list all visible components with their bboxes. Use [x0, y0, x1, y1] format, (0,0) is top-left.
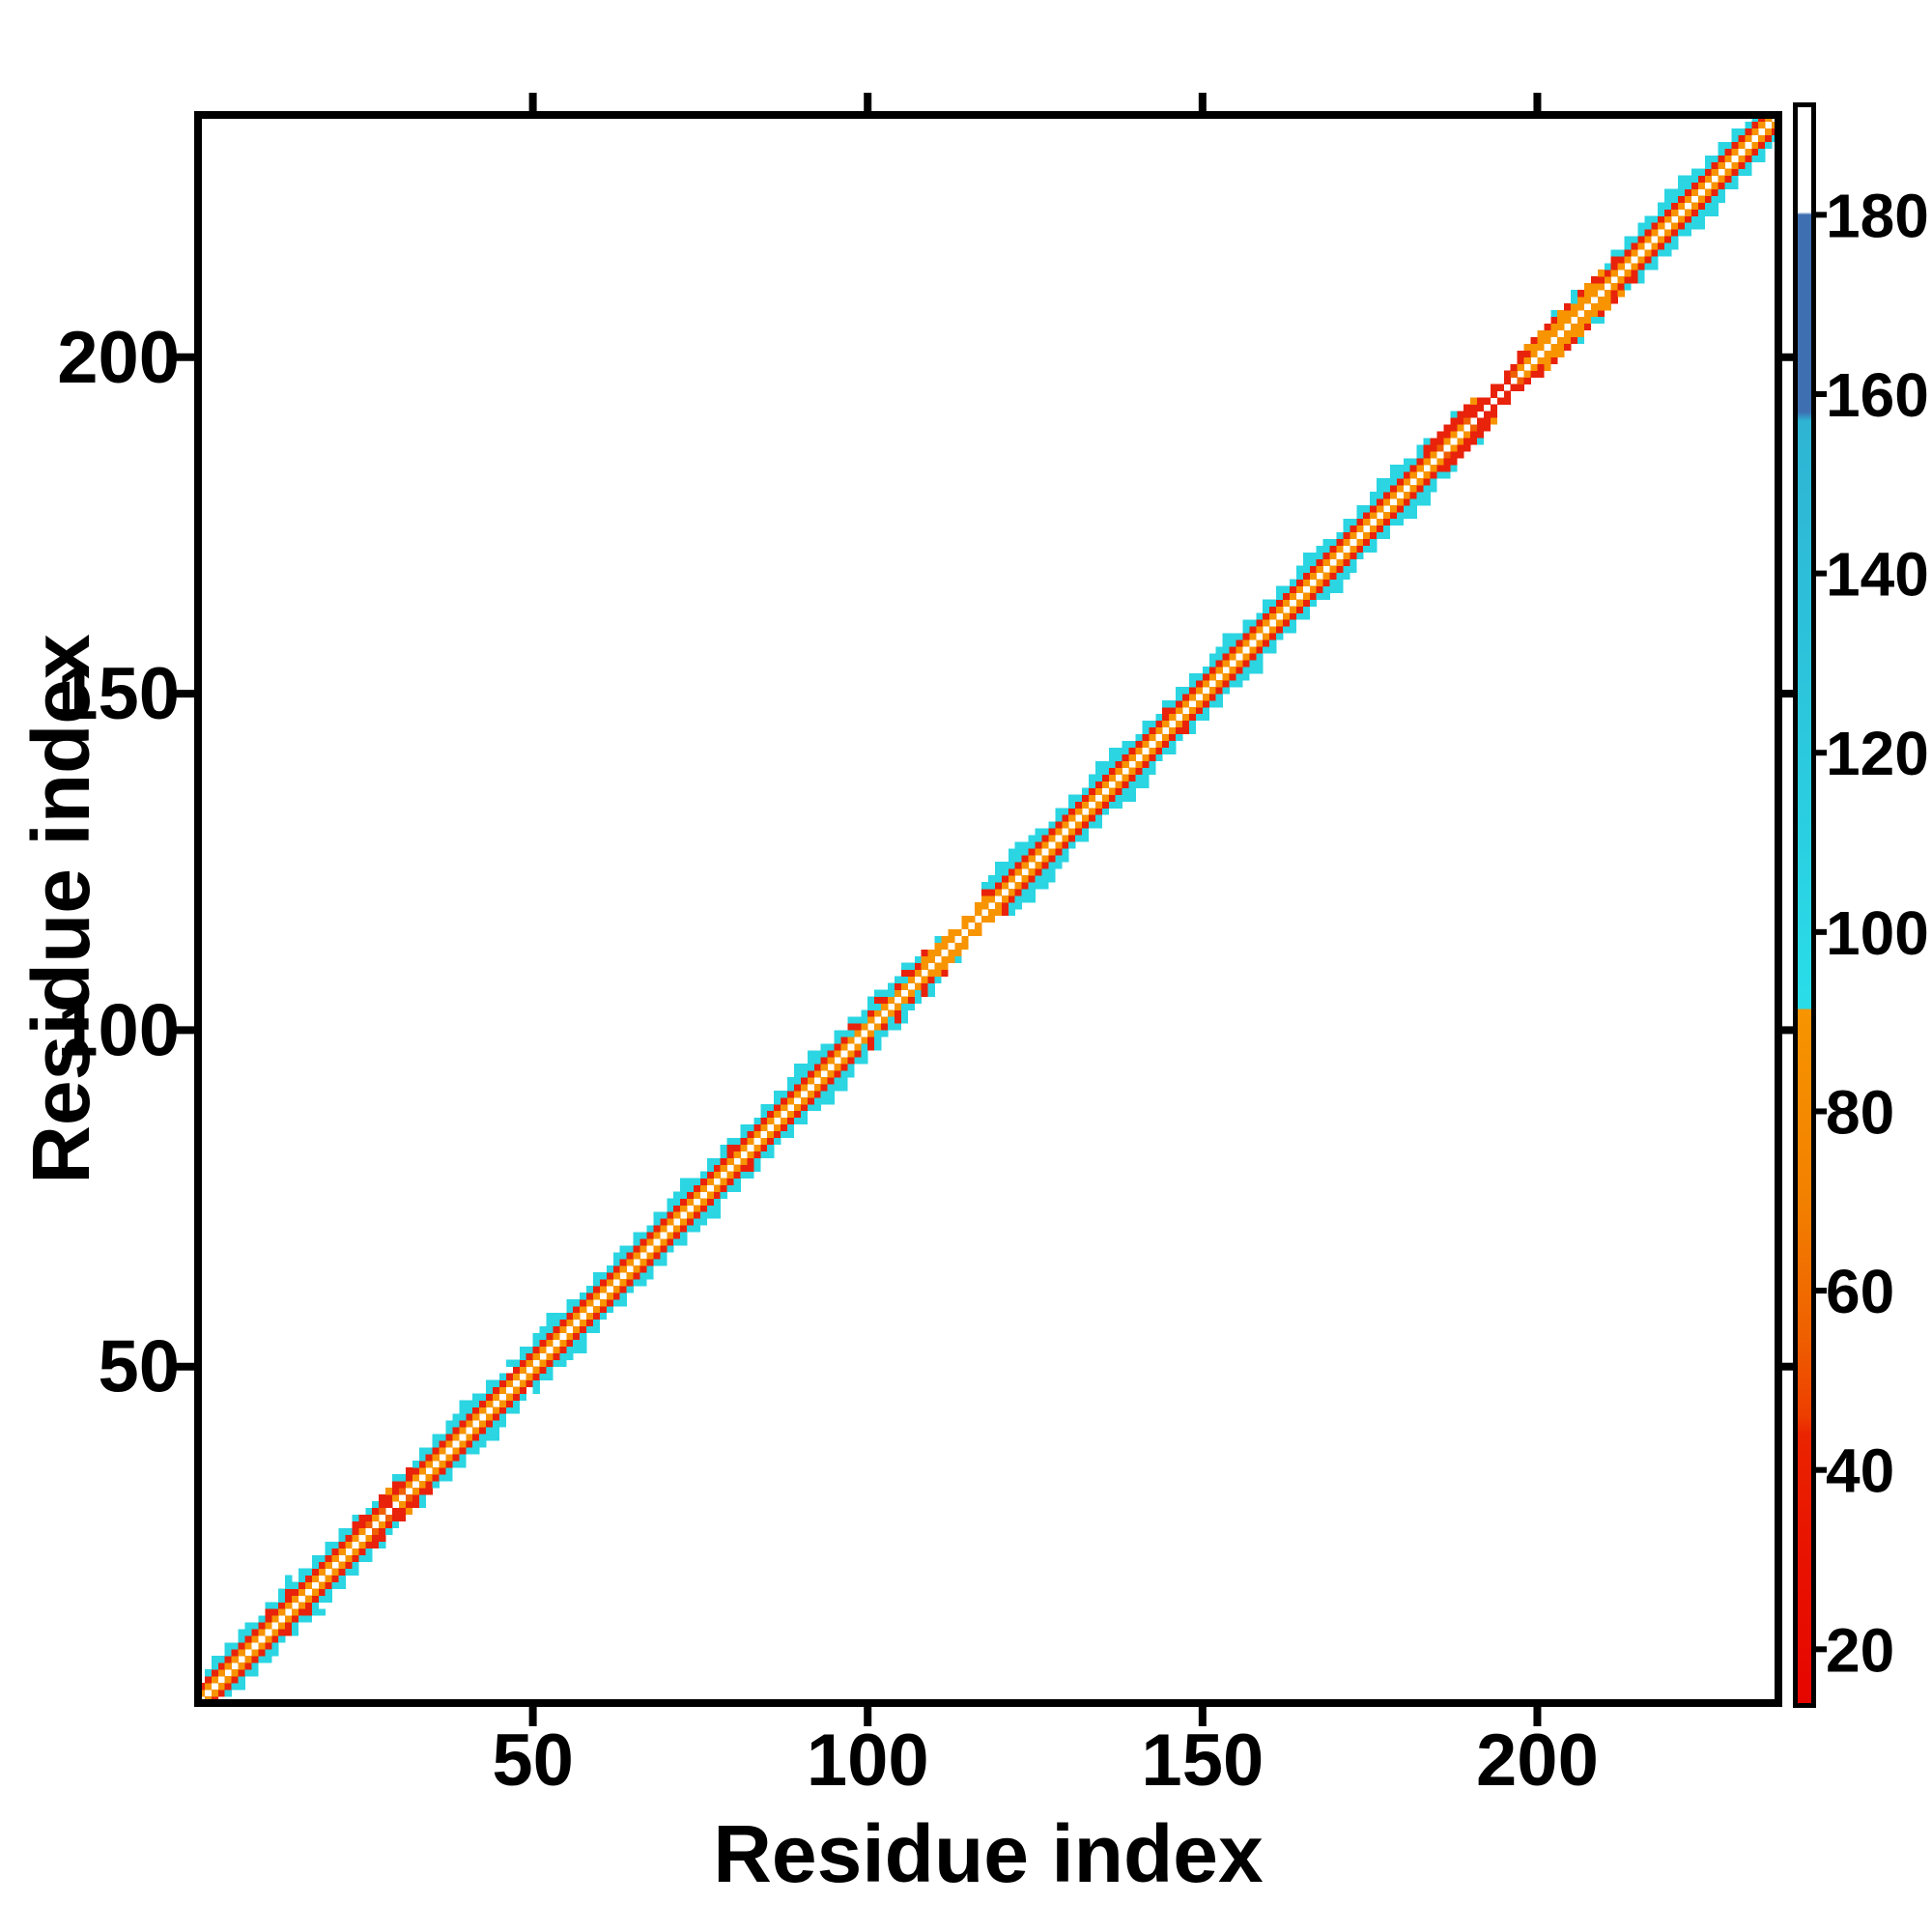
x-axis-title: Residue index: [713, 1808, 1264, 1899]
svg-text:60: 60: [1826, 1257, 1894, 1326]
svg-text:120: 120: [1826, 719, 1929, 788]
axis-ticks: [176, 93, 1793, 1726]
axis-tick-labels: 50 100 150 200 50 100 150 200: [57, 317, 1599, 1802]
colorbar-frame: [1793, 102, 1816, 1708]
heatmap-band-cells: [198, 115, 1778, 1703]
svg-text:80: 80: [1826, 1077, 1894, 1147]
svg-text:40: 40: [1826, 1436, 1894, 1506]
svg-text:160: 160: [1826, 360, 1929, 430]
svg-text:150: 150: [57, 653, 180, 735]
svg-text:100: 100: [1826, 898, 1929, 968]
svg-text:100: 100: [807, 1719, 929, 1802]
colorbar-gradient: [1798, 107, 1811, 1703]
svg-text:200: 200: [57, 317, 180, 399]
svg-text:200: 200: [1476, 1719, 1599, 1802]
colorbar-tick-labels: 20 40 60 80 100 120 140 160 180: [1826, 181, 1929, 1685]
colorbar-ticks: [1813, 212, 1827, 1653]
svg-text:100: 100: [57, 989, 180, 1071]
svg-text:150: 150: [1141, 1719, 1264, 1802]
svg-text:140: 140: [1826, 540, 1929, 610]
svg-text:50: 50: [492, 1719, 574, 1802]
svg-text:50: 50: [98, 1326, 180, 1408]
y-axis-title: Residue index: [15, 634, 106, 1184]
svg-text:180: 180: [1826, 181, 1929, 250]
colorbar: 20 40 60 80 100 120 140 160 180: [1793, 102, 1929, 1708]
svg-text:20: 20: [1826, 1615, 1894, 1685]
plot-frame: [194, 111, 1782, 1707]
